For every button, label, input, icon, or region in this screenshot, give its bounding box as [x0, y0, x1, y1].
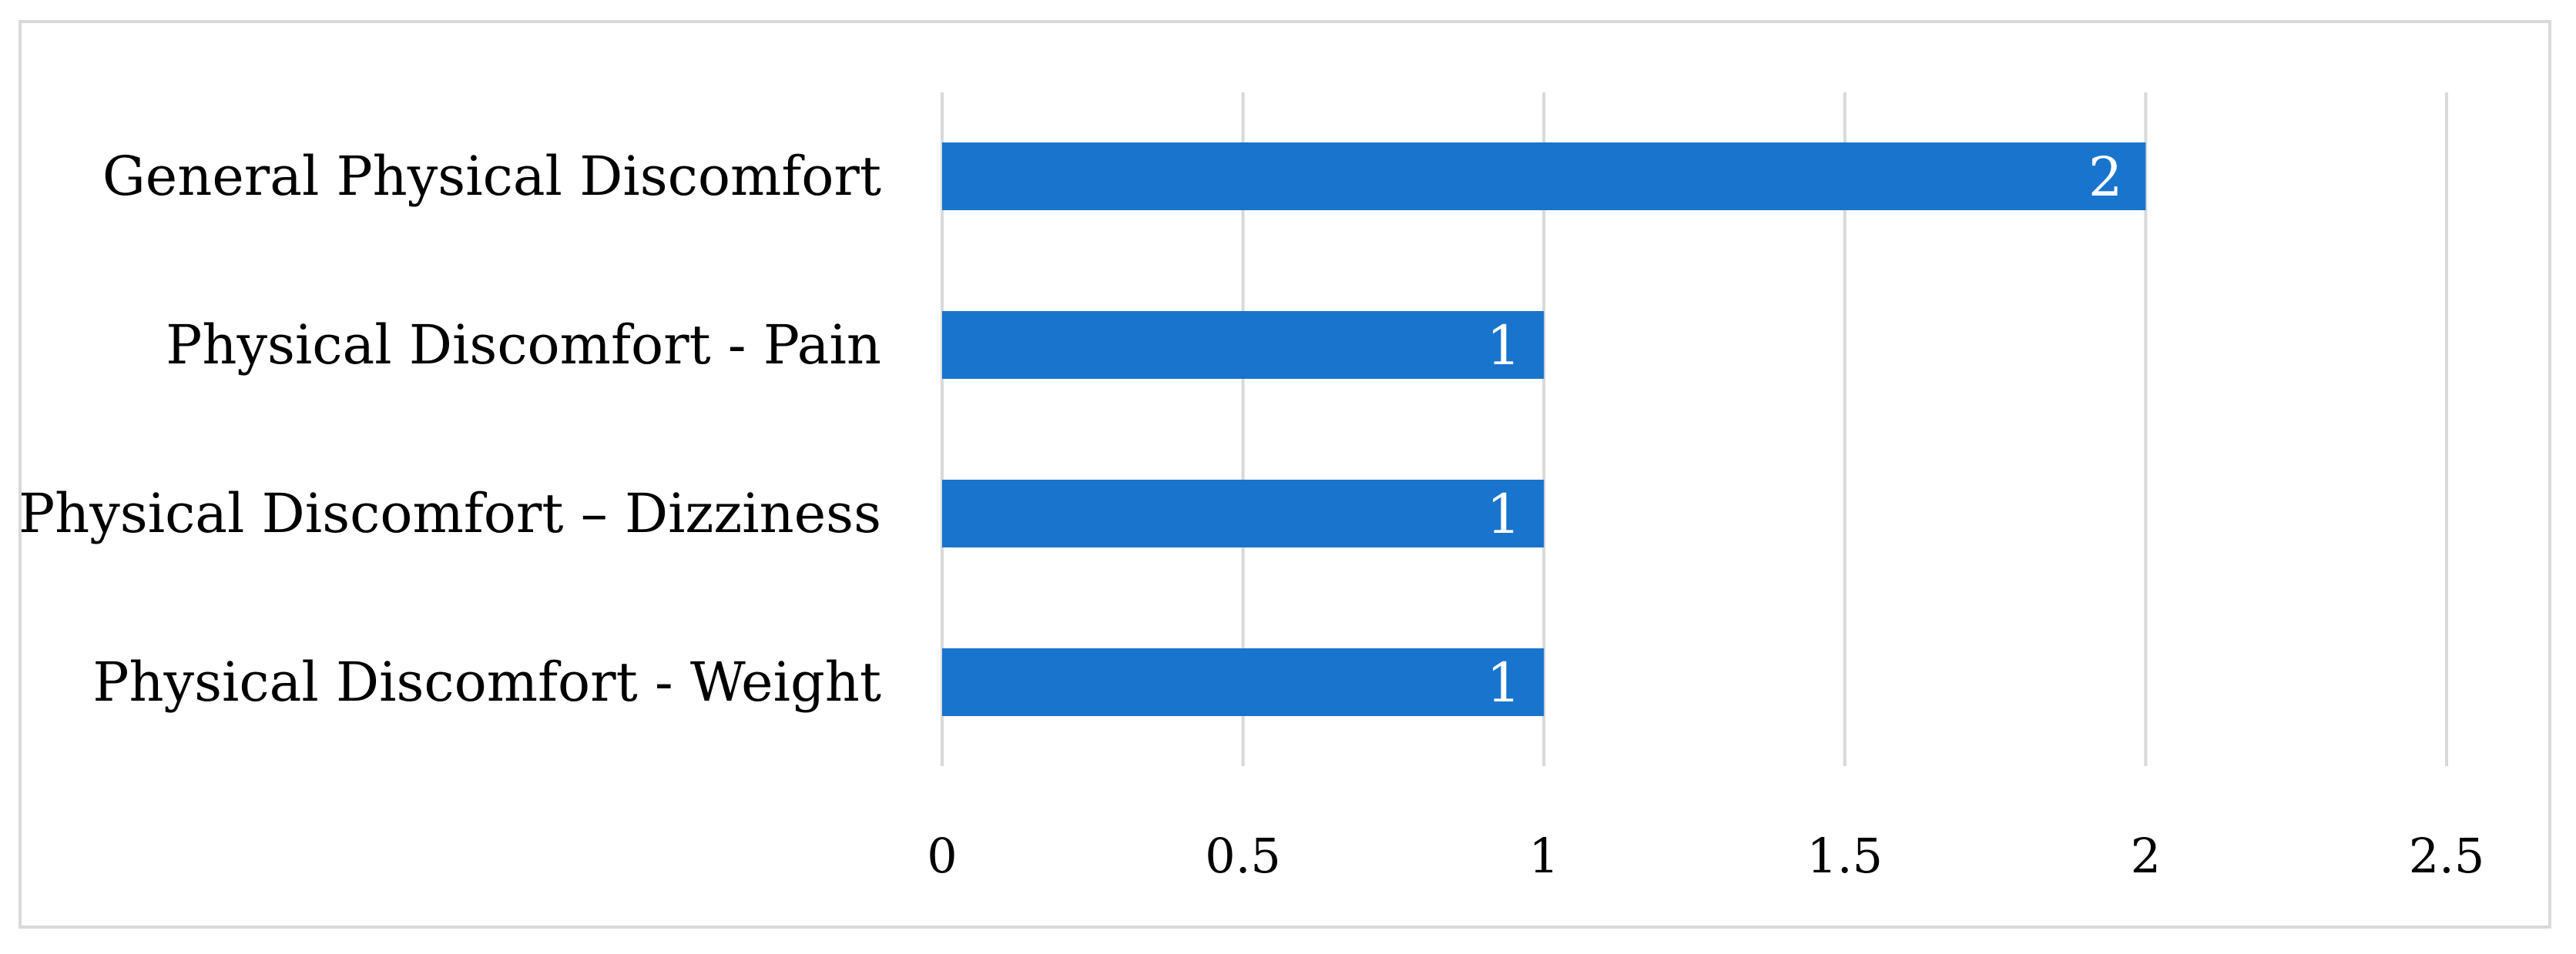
bar-data-label: 1	[1487, 651, 1521, 715]
bar-data-label: 2	[2088, 146, 2123, 209]
bar	[942, 648, 1545, 716]
bar	[942, 311, 1545, 379]
x-tick-label: 0	[927, 828, 957, 884]
category-label: Physical Discomfort – Dizziness	[18, 482, 881, 545]
category-labels: General Physical Discomfort Physical Disc…	[18, 145, 881, 714]
bars: 2 1 1 1	[942, 142, 2146, 716]
bar-data-label: 1	[1487, 483, 1521, 546]
bar-data-label: 1	[1487, 314, 1521, 377]
x-tick-label: 1	[1528, 828, 1558, 884]
x-tick-label: 2	[2131, 828, 2161, 884]
category-label: Physical Discomfort - Pain	[166, 313, 881, 377]
category-label: General Physical Discomfort	[102, 145, 881, 208]
x-tick-label: 2.5	[2409, 828, 2485, 884]
bar	[942, 480, 1545, 547]
category-label: Physical Discomfort - Weight	[92, 651, 881, 714]
x-axis-tick-labels: 0 0.5 1 1.5 2 2.5	[927, 828, 2484, 884]
x-tick-label: 0.5	[1205, 828, 1281, 884]
bar	[942, 142, 2146, 210]
x-tick-label: 1.5	[1806, 828, 1883, 884]
